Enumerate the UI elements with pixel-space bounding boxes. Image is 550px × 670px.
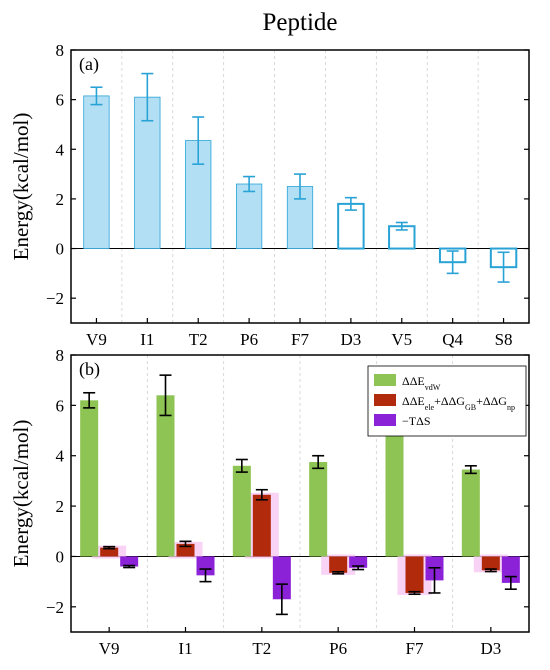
x-tick-label-v9: V9 [99, 639, 120, 658]
x-tick-label-i1: I1 [178, 639, 192, 658]
legend-text-part: ΔΔE [402, 394, 425, 408]
bar-i1-series-1 [156, 395, 175, 557]
bar-v9-series-3 [120, 556, 139, 567]
x-tick-label-p6: P6 [240, 330, 258, 349]
bar-p6-series-2 [329, 556, 348, 573]
figure-title: Peptide [263, 9, 338, 36]
x-tick-label-i1: I1 [140, 330, 154, 349]
bar-v9-series-1 [80, 400, 99, 557]
panel-a: −2 0 2 4 6 8 V9 I1 T2 P6 F7 D3 V5 Q4 S8 Energy(kcal/mol… [9, 41, 530, 349]
bar-i1-series-3 [196, 556, 215, 576]
bar-f7-series-1 [385, 433, 404, 557]
bar-d3-series-1 [461, 469, 480, 557]
bar-v9 [83, 95, 110, 249]
y-tick-label: 2 [56, 497, 65, 516]
bar-t2-series-2 [252, 494, 271, 557]
y-tick-label: 2 [56, 190, 65, 209]
x-tick-label-v5: V5 [391, 330, 412, 349]
y-tick-label: 8 [56, 346, 65, 365]
bar-d3 [337, 202, 365, 250]
x-tick-label-p6: P6 [329, 639, 347, 658]
legend-text-part: +ΔΔG [476, 394, 507, 408]
legend-swatch-2 [374, 394, 396, 406]
panel-label: (a) [79, 54, 99, 75]
legend-text-part: ele [425, 403, 435, 412]
y-tick-label: 6 [56, 91, 65, 110]
x-tick-label-q4: Q4 [442, 330, 463, 349]
legend-text-part: +ΔΔG [434, 394, 465, 408]
y-tick-label: 4 [56, 447, 65, 466]
legend-text-part: −TΔS [402, 414, 431, 428]
bar-p6-series-3 [349, 556, 368, 568]
legend-entry-3: −TΔS [402, 414, 431, 428]
x-tick-label-f7: F7 [291, 330, 309, 349]
bar-p6 [235, 183, 263, 249]
legend-entry-2: ΔΔEele+ΔΔGGB+ΔΔGnp [402, 394, 515, 412]
x-tick-label-d3: D3 [480, 639, 501, 658]
y-tick-label: −2 [46, 289, 64, 308]
x-tick-label-v9: V9 [86, 330, 107, 349]
y-axis-label: Energy(kcal/mol) [9, 420, 33, 568]
bar-f7-series-2 [405, 556, 424, 593]
legend-text-part: vdW [425, 383, 441, 392]
legend-entry-1: ΔΔEvdW [402, 374, 441, 392]
x-tick-label-d3: D3 [340, 330, 361, 349]
y-tick-label: 0 [56, 547, 65, 566]
y-tick-label: −2 [46, 598, 64, 617]
bar-p6-series-1 [309, 462, 328, 557]
legend-swatch-1 [374, 374, 396, 386]
legend-text-part: np [507, 403, 515, 412]
y-tick-label: 0 [56, 240, 65, 259]
y-axis-label: Energy(kcal/mol) [9, 113, 33, 261]
bar-i1 [134, 96, 161, 249]
plot-frame [70, 354, 530, 633]
panel-label: (b) [79, 359, 100, 380]
legend-swatch-3 [374, 414, 396, 426]
x-tick-label-s8: S8 [495, 330, 513, 349]
x-tick-label-t2: T2 [189, 330, 208, 349]
x-tick-label-f7: F7 [406, 639, 424, 658]
legend-text-part: ΔΔE [402, 374, 425, 388]
bar-v9-series-2 [100, 547, 119, 557]
y-tick-label: 8 [56, 41, 65, 60]
bar-t2-series-1 [232, 465, 251, 557]
legend-text-part: GB [465, 403, 476, 412]
panel-b: −2 0 2 4 6 8 V9 I1 T2 P6 F7 D3 Energy(kcal/mol) (b) ΔΔ… [9, 346, 530, 658]
plot-frame [70, 49, 530, 324]
y-tick-label: 6 [56, 396, 65, 415]
bar-d3-series-2 [481, 556, 500, 571]
y-tick-label: 4 [56, 140, 65, 159]
bar-t2-series-3 [272, 556, 291, 600]
x-tick-label-t2: T2 [252, 639, 271, 658]
